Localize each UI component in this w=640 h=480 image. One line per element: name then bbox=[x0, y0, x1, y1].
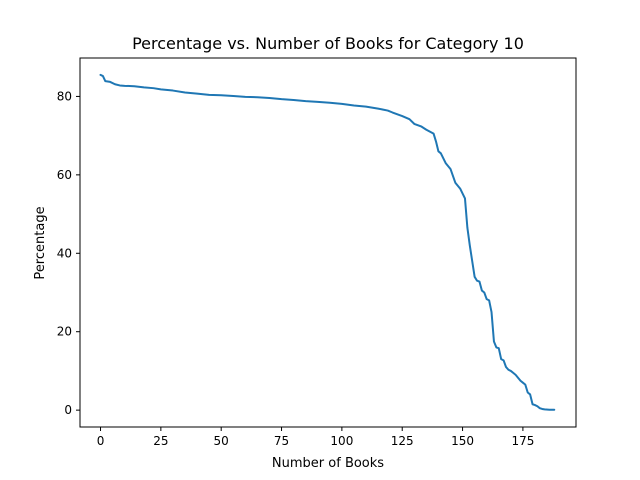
x-tick-label: 75 bbox=[274, 434, 289, 448]
x-axis-label: Number of Books bbox=[272, 456, 384, 471]
axis-ticks: 0 25 50 75 100 125 150 175 0 20 40 60 80 bbox=[57, 89, 535, 448]
x-tick-label: 175 bbox=[511, 434, 534, 448]
y-tick-label: 20 bbox=[57, 325, 72, 339]
y-tick-label: 80 bbox=[57, 89, 72, 103]
x-tick-label: 125 bbox=[391, 434, 414, 448]
chart-title: Percentage vs. Number of Books for Categ… bbox=[132, 34, 524, 53]
y-axis-label: Percentage bbox=[33, 206, 48, 279]
data-line bbox=[99, 73, 556, 411]
y-tick-label: 60 bbox=[57, 168, 72, 182]
x-tick-label: 150 bbox=[451, 434, 474, 448]
x-tick-label: 25 bbox=[153, 434, 168, 448]
x-tick-label: 100 bbox=[330, 434, 353, 448]
x-tick-label: 0 bbox=[97, 434, 105, 448]
y-tick-label: 40 bbox=[57, 246, 72, 260]
plot-frame bbox=[79, 57, 577, 428]
x-tick-label: 50 bbox=[214, 434, 229, 448]
y-tick-label: 0 bbox=[64, 403, 72, 417]
